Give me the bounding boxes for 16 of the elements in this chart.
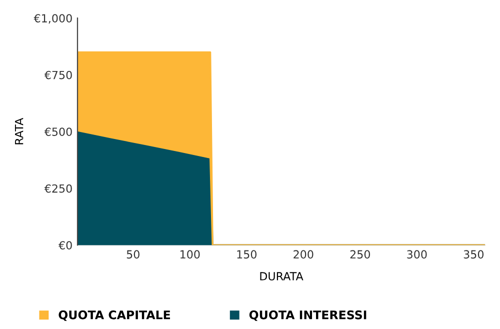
x-tick-label: 100 (180, 250, 200, 259)
y-tick-label: €0 (58, 241, 72, 250)
y-tick-label: €250 (44, 184, 72, 193)
legend-label: QUOTA INTERESSI (249, 310, 366, 321)
x-tick-label: 150 (237, 250, 256, 259)
x-tick-label: 200 (294, 250, 314, 259)
y-tick-label: €1,000 (34, 14, 72, 24)
x-tick-label: 250 (350, 250, 370, 259)
x-tick-label: 350 (464, 250, 484, 259)
legend-label: QUOTA CAPITALE (58, 310, 170, 321)
y-axis-title: RATA (15, 118, 24, 144)
y-tick-label: €500 (44, 128, 72, 136)
x-tick-label: 50 (126, 250, 140, 259)
x-tick-label: 300 (407, 250, 427, 259)
y-tick-label: €750 (44, 70, 72, 80)
x-axis-title: DURATA (260, 272, 304, 280)
